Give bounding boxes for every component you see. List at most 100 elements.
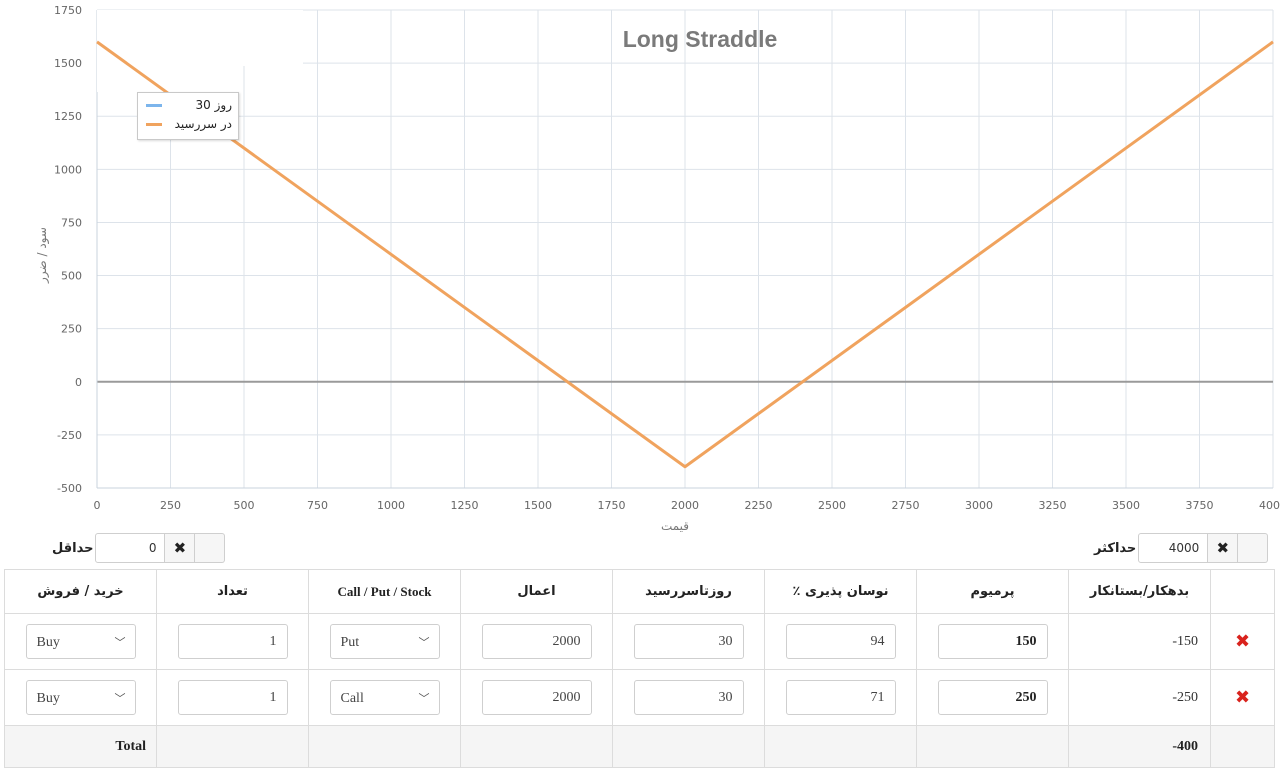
chevron-down-icon: ﹀: [418, 636, 430, 649]
x-tick-label: 1250: [451, 499, 479, 512]
header-debit-credit: بدهکار/بستانکار: [1068, 569, 1211, 614]
min-limit-group: حداقل 0 ✖: [52, 531, 226, 565]
y-tick-label: 0: [75, 376, 82, 389]
series-line-1: [96, 40, 1274, 469]
total-value: -400: [1068, 725, 1211, 768]
x-tick-label: 750: [307, 499, 328, 512]
chart-canvas: -500 -250 0 250 500 750 1000 1250 1500 1750 0 250 5…: [54, 4, 1280, 512]
legend-backdrop-lower: [97, 66, 237, 92]
side-select[interactable]: Buy ﹀: [25, 624, 136, 659]
x-tick-label: 3000: [965, 499, 993, 512]
y-tick-label: -500: [57, 482, 82, 495]
x-tick-label: 2500: [818, 499, 846, 512]
type-value: Call: [340, 691, 364, 706]
legend-label-30-days: 30 روز: [195, 98, 232, 112]
chart-legend[interactable]: 30 روز در سررسید: [137, 92, 239, 140]
side-value: Buy: [36, 691, 60, 706]
total-empty-cell: [764, 725, 917, 768]
chevron-down-icon: ﹀: [114, 692, 126, 705]
days-input[interactable]: 30: [633, 680, 744, 715]
x-tick-label: 3500: [1112, 499, 1140, 512]
type-select[interactable]: Put ﹀: [329, 624, 440, 659]
debit-credit-value: -250: [1068, 669, 1211, 726]
max-limit-input[interactable]: 4000: [1138, 533, 1209, 563]
total-row: Total -400: [4, 725, 1275, 768]
header-buy-sell: خرید / فروش: [4, 569, 157, 614]
x-tick-label: 4000: [1259, 499, 1280, 512]
legend-item-at-expiry[interactable]: در سررسید: [146, 115, 232, 133]
total-empty-cell: [156, 725, 309, 768]
max-limit-label: حداکثر: [1094, 540, 1137, 556]
y-tick-label: 1500: [54, 57, 82, 70]
y-tick-label: 750: [61, 216, 82, 229]
payoff-chart: -500 -250 0 250 500 750 1000 1250 1500 1750 0 250 5…: [35, 4, 1280, 533]
max-limit-group: حداکثر 4000 ✖: [1094, 531, 1269, 565]
y-tick-label: 1250: [54, 110, 82, 123]
quantity-input[interactable]: 1: [177, 680, 288, 715]
legend-label-at-expiry: در سررسید: [174, 117, 232, 131]
total-empty-cell: [916, 725, 1069, 768]
volatility-input[interactable]: 71: [785, 680, 896, 715]
min-limit-input[interactable]: 0: [95, 533, 166, 563]
y-tick-label: -250: [57, 429, 82, 442]
max-clear-button[interactable]: ✖: [1208, 533, 1239, 563]
y-tick-label: 250: [61, 323, 82, 336]
x-tick-label: 2250: [745, 499, 773, 512]
header-delete: [1210, 569, 1275, 614]
x-tick-label: 1500: [524, 499, 552, 512]
x-tick-label: 500: [234, 499, 255, 512]
chevron-down-icon: ﹀: [418, 692, 430, 705]
legend-swatch-at-expiry: [146, 122, 162, 126]
strike-input[interactable]: 2000: [481, 624, 592, 659]
close-icon: ✖: [173, 539, 187, 557]
premium-input[interactable]: 250: [937, 680, 1048, 715]
table-row: Buy ﹀ 1 Call ﹀ 2000 30 71 250 -250 ✖: [4, 669, 1275, 726]
header-type: Call / Put / Stock: [308, 569, 461, 614]
header-strike: اعمال: [460, 569, 613, 614]
total-empty-cell: [1210, 725, 1275, 768]
max-extra-button[interactable]: [1238, 533, 1269, 563]
delete-row-button[interactable]: ✖: [1210, 669, 1275, 726]
header-premium: پرمیوم: [916, 569, 1069, 614]
strike-input[interactable]: 2000: [481, 680, 592, 715]
y-axis-label: سود / ضرر: [35, 227, 49, 283]
delete-icon: ✖: [1234, 687, 1251, 708]
legend-backdrop: [97, 10, 303, 66]
x-tick-label: 0: [94, 499, 101, 512]
quantity-input[interactable]: 1: [177, 624, 288, 659]
side-value: Buy: [36, 635, 60, 650]
x-tick-label: 2750: [892, 499, 920, 512]
header-quantity: تعداد: [156, 569, 309, 614]
table-row: Buy ﹀ 1 Put ﹀ 2000 30 94 150 -150 ✖: [4, 613, 1275, 670]
min-clear-button[interactable]: ✖: [165, 533, 196, 563]
legend-swatch-30-days: [146, 103, 162, 107]
header-days: روزتاسررسید: [612, 569, 765, 614]
x-tick-label: 3250: [1039, 499, 1067, 512]
debit-credit-value: -150: [1068, 613, 1211, 670]
min-extra-button[interactable]: [195, 533, 226, 563]
total-empty-cell: [308, 725, 461, 768]
total-label: Total: [4, 725, 157, 768]
chevron-down-icon: ﹀: [114, 636, 126, 649]
side-select[interactable]: Buy ﹀: [25, 680, 136, 715]
x-axis-label: قیمت: [660, 519, 690, 533]
premium-input[interactable]: 150: [937, 624, 1048, 659]
legend-item-30-days[interactable]: 30 روز: [146, 96, 232, 114]
days-input[interactable]: 30: [633, 624, 744, 659]
type-value: Put: [340, 635, 360, 650]
total-empty-cell: [460, 725, 613, 768]
y-tick-label: 1750: [54, 4, 82, 17]
chart-title: Long Straddle: [622, 26, 778, 52]
delete-row-button[interactable]: ✖: [1210, 613, 1275, 670]
y-tick-label: 500: [61, 270, 82, 283]
x-tick-label: 1000: [377, 499, 405, 512]
volatility-input[interactable]: 94: [785, 624, 896, 659]
x-tick-label: 2000: [671, 499, 699, 512]
type-select[interactable]: Call ﹀: [329, 680, 440, 715]
x-tick-label: 1750: [598, 499, 626, 512]
legs-table: خرید / فروش تعداد Call / Put / Stock اعم…: [4, 569, 1275, 768]
x-tick-label: 3750: [1186, 499, 1214, 512]
x-tick-label: 250: [160, 499, 181, 512]
table-header-row: خرید / فروش تعداد Call / Put / Stock اعم…: [4, 569, 1275, 614]
y-tick-label: 1000: [54, 163, 82, 176]
